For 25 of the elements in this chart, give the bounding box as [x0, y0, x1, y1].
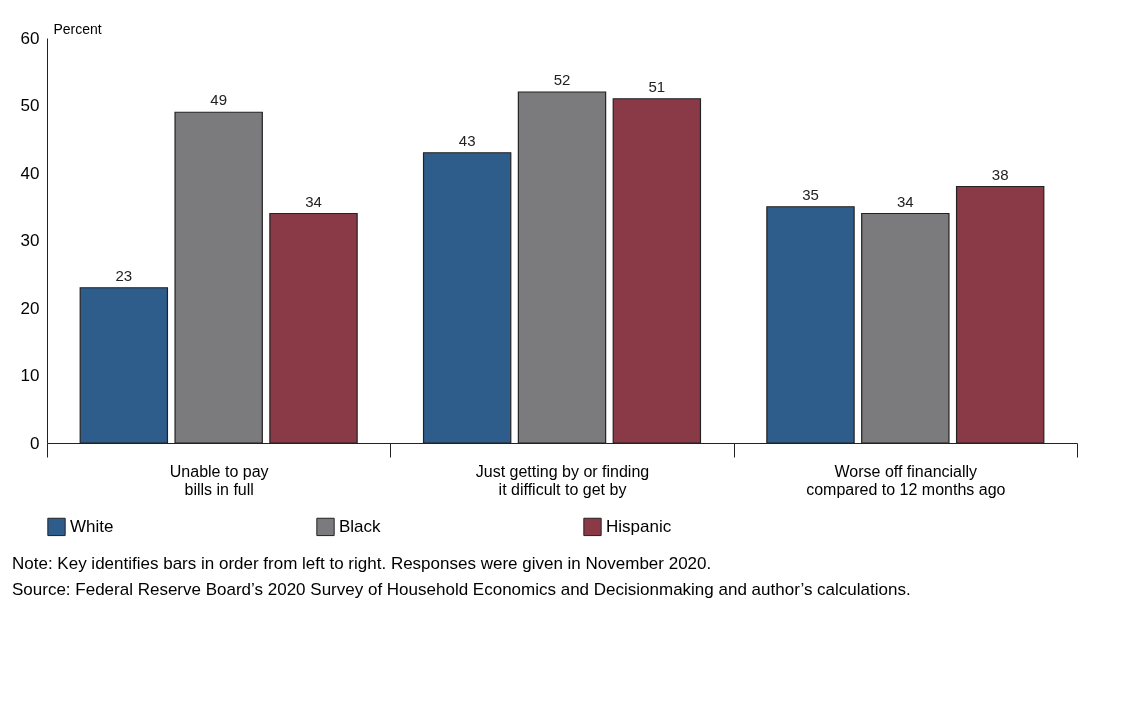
y-tick-label: 0	[30, 433, 40, 453]
y-tick-label: 30	[20, 231, 40, 250]
y-tick-label: 60	[20, 28, 40, 48]
data-label: 51	[648, 77, 666, 95]
data-label: 52	[553, 71, 571, 88]
x-tick-label: Just getting by or finding it difficult to get by	[475, 462, 650, 498]
x-tick-label: Unable to pay bills in full	[169, 462, 269, 498]
legend-label: Black	[339, 516, 382, 536]
legend-label: Hispanic	[606, 516, 672, 536]
data-label: 34	[305, 192, 322, 210]
y-axis-title: Percent	[53, 20, 102, 37]
data-label: 34	[896, 192, 914, 210]
y-tick-label: 20	[20, 298, 40, 318]
data-label: 43	[458, 131, 476, 149]
y-tick-label: 50	[20, 96, 40, 115]
source-note: Source: Federal Reserve Board’s 2020 Survey of Household Economics and Decisionmaking and author’s calculations.	[12, 580, 912, 600]
y-tick-label: 10	[20, 366, 40, 385]
legend-label: White	[70, 516, 114, 536]
data-label: 49	[210, 91, 228, 109]
data-label: 23	[115, 266, 133, 284]
data-label: 35	[802, 185, 819, 203]
y-tick-label: 40	[20, 163, 40, 183]
text: Note: Key identifies bars in order from left to right. Responses were given in November 2020.	[12, 554, 713, 574]
data-label: 38	[991, 165, 1009, 183]
x-tick-label: Worse off financially compared to 12 months ago	[806, 462, 1006, 498]
